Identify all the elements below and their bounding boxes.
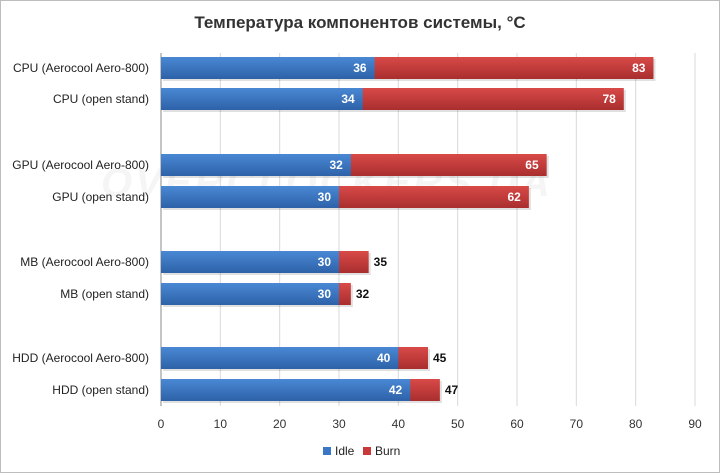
data-label-idle: 40 [377,351,391,365]
data-label-burn: 83 [632,61,646,75]
bar-idle [161,251,339,273]
bar-idle [161,283,339,305]
data-label-idle: 42 [389,383,403,397]
category-label: GPU (open stand) [52,190,149,204]
bar-idle [161,379,411,401]
x-tick-label: 90 [688,417,702,431]
category-label: MB (Aerocool Aero-800) [20,255,149,269]
chart-title: Температура компонентов системы, °C [194,13,526,32]
data-label-idle: 34 [341,92,355,106]
category-label: MB (open stand) [60,287,149,301]
legend-label-idle: Idle [335,444,355,458]
data-label-idle: 32 [330,158,344,172]
x-tick-label: 80 [629,417,643,431]
category-label: CPU (open stand) [53,92,149,106]
x-tick-label: 40 [392,417,406,431]
legend-swatch-idle [323,447,331,455]
bar-idle [161,88,363,110]
x-tick-label: 0 [158,417,165,431]
data-label-idle: 30 [318,190,332,204]
data-label-burn: 65 [525,158,539,172]
x-tick-label: 30 [332,417,346,431]
data-label-idle: 30 [318,287,332,301]
legend-label-burn: Burn [375,444,400,458]
data-label-burn: 35 [374,255,388,269]
data-label-burn: 32 [356,287,370,301]
bar-idle [161,154,351,176]
category-label: CPU (Aerocool Aero-800) [13,61,149,75]
x-tick-label: 10 [214,417,228,431]
category-label: HDD (open stand) [52,383,149,397]
x-tick-label: 50 [451,417,465,431]
x-tick-label: 60 [510,417,524,431]
x-tick-label: 20 [273,417,287,431]
bar-idle [161,186,339,208]
data-label-burn: 45 [433,351,447,365]
category-label: GPU (Aerocool Aero-800) [12,158,149,172]
data-label-burn: 47 [445,383,459,397]
bar-idle [161,57,375,79]
x-tick-label: 70 [570,417,584,431]
data-label-idle: 30 [318,255,332,269]
data-label-idle: 36 [353,61,367,75]
category-label: HDD (Aerocool Aero-800) [12,351,149,365]
legend-swatch-burn [363,447,371,455]
bar-idle [161,347,399,369]
data-label-burn: 62 [508,190,522,204]
data-label-burn: 78 [602,92,616,106]
